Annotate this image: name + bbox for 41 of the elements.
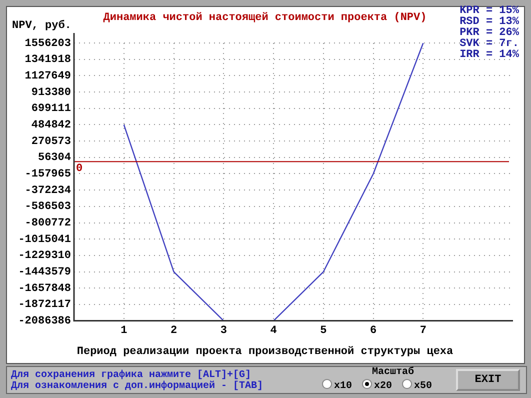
x-tick-label: 2 <box>170 325 178 338</box>
y-tick-label: 270573 <box>31 136 72 148</box>
text: Масштаб <box>372 367 414 378</box>
text: KPR = 15% <box>460 5 519 17</box>
y-tick-label: -2086386 <box>18 316 71 328</box>
y-tick-label: -1015041 <box>18 234 72 246</box>
x-tick-label: 3 <box>220 325 228 338</box>
y-tick-label: 1556203 <box>24 38 72 50</box>
y-axis-title: NPV, руб. <box>12 19 72 32</box>
y-tick-label: -1229310 <box>18 250 71 262</box>
text: Для сохранения графика нажмите [ALT]+[G] <box>11 370 252 381</box>
x-tick-label: 7 <box>420 325 427 338</box>
y-tick-label: -586503 <box>24 201 72 214</box>
y-tick-label: 56304 <box>38 152 72 164</box>
y-tick-label: -157965 <box>24 168 72 180</box>
x-axis-title: Период реализации проекта производственной структуры цеха <box>76 346 454 358</box>
text: x50 <box>413 380 432 392</box>
y-tick-label: -1872117 <box>18 299 71 312</box>
x-tick-label: 6 <box>370 325 377 338</box>
text: Для ознакомления с доп.информацией - [TAB] <box>11 381 264 392</box>
annotation: IRR = 14% <box>460 49 519 61</box>
text: RSD = 13% <box>460 16 519 28</box>
y-tick-label: 484842 <box>31 119 71 132</box>
text: x20 <box>373 380 392 392</box>
y-tick-label: 913380 <box>31 86 71 99</box>
text: x10 <box>333 380 352 392</box>
y-tick-label: -1657848 <box>18 282 72 295</box>
x-tick-label: 5 <box>320 325 328 338</box>
y-tick-label: 699111 <box>31 103 72 116</box>
y-tick-label: -372234 <box>24 184 72 197</box>
exit-button: EXIT <box>456 369 520 391</box>
x-tick-label: 1 <box>120 325 128 338</box>
y-tick-label: 1127649 <box>24 70 71 82</box>
text: PKR = 26% <box>460 27 519 39</box>
y-tick-label: -800772 <box>24 218 71 230</box>
annotation: SVK = 7г. <box>460 38 519 50</box>
y-tick-label: 1341918 <box>24 54 72 66</box>
x-tick-label: 4 <box>270 325 278 338</box>
chart-title: Динамика чистой настоящей стоимости проекта (NPV) <box>103 12 427 24</box>
y-tick-label: -1443579 <box>18 266 71 279</box>
ref-line-label: 0 <box>76 162 83 175</box>
